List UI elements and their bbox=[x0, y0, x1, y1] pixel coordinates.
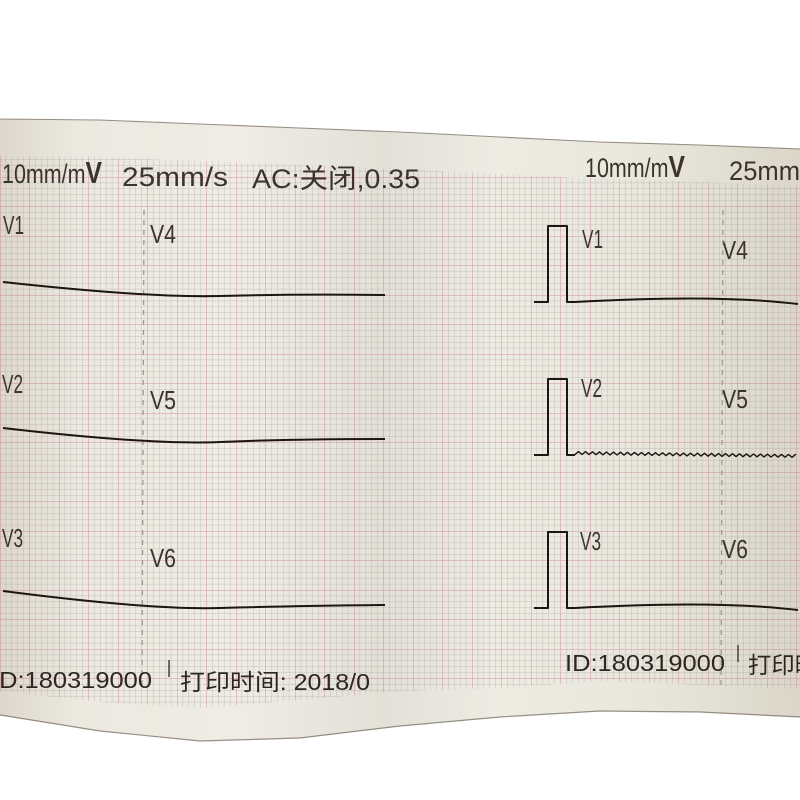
svg-text:10mm/mV: 10mm/mV bbox=[2, 155, 102, 190]
svg-text:V3: V3 bbox=[2, 523, 23, 553]
svg-text:V5: V5 bbox=[722, 384, 748, 414]
svg-text:V2: V2 bbox=[581, 373, 602, 403]
svg-text:V3: V3 bbox=[580, 526, 601, 556]
svg-text:V6: V6 bbox=[722, 534, 748, 564]
svg-text:AC:关闭,0.35: AC:关闭,0.35 bbox=[252, 164, 420, 194]
svg-text:V6: V6 bbox=[150, 543, 176, 573]
svg-text:25mm: 25mm bbox=[729, 156, 800, 186]
svg-text:ID:180319000: ID:180319000 bbox=[0, 667, 152, 693]
svg-text:10mm/mV: 10mm/mV bbox=[585, 149, 685, 184]
svg-text:V4: V4 bbox=[150, 219, 176, 249]
svg-text:V1: V1 bbox=[3, 210, 24, 240]
svg-text:25mm/s: 25mm/s bbox=[122, 162, 228, 192]
svg-text:打印时间: 2018/0: 打印时间: 2018/0 bbox=[180, 669, 370, 695]
svg-text:V5: V5 bbox=[150, 385, 176, 415]
svg-text:V2: V2 bbox=[2, 369, 23, 399]
svg-text:ID:180319000: ID:180319000 bbox=[565, 650, 725, 676]
svg-text:V4: V4 bbox=[722, 235, 748, 265]
svg-text:V1: V1 bbox=[582, 224, 603, 254]
svg-text:打印时: 打印时 bbox=[748, 652, 800, 678]
